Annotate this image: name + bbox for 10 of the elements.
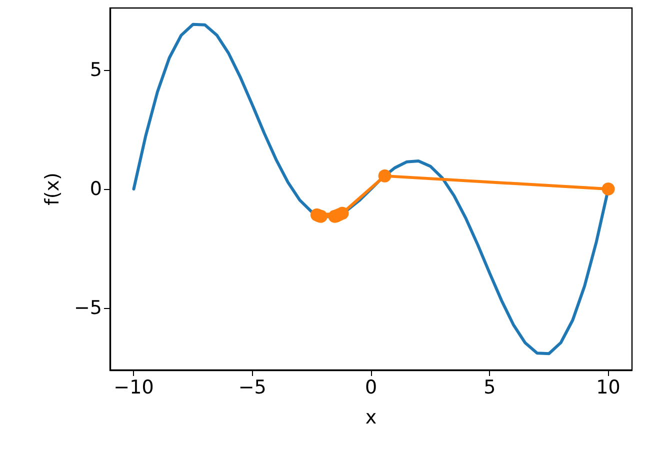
x-tick-label: −5 (238, 376, 266, 398)
x-tick-label: 10 (596, 376, 620, 398)
y-tick-label: 5 (90, 59, 102, 82)
x-axis-title: x (365, 406, 377, 428)
y-axis-title: f(x) (42, 172, 64, 206)
x-tick-label: 0 (364, 376, 378, 398)
x-tick-label: −10 (114, 376, 154, 398)
x-tick-label: 5 (484, 376, 496, 398)
y-tick-label: −5 (74, 296, 102, 319)
y-tick-label: 0 (90, 178, 102, 200)
